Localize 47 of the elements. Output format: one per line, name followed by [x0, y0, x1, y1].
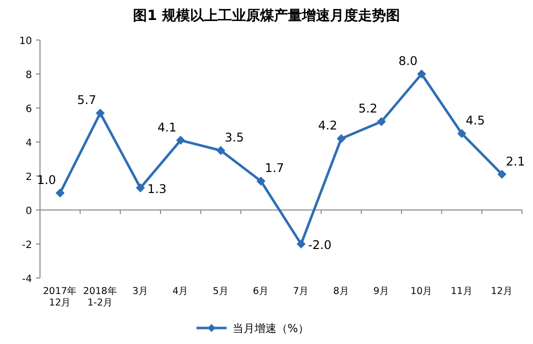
- point: [417, 70, 426, 78]
- data-label: 5.2: [358, 102, 378, 116]
- y-tick-label: 0: [26, 206, 32, 217]
- point: [56, 188, 65, 198]
- y-tick-label: -4: [22, 274, 32, 285]
- point: [136, 183, 145, 192]
- y-tick-label: 6: [26, 104, 32, 115]
- point: [497, 170, 506, 179]
- x-tick-label: 11月: [450, 286, 473, 297]
- data-label: 4.2: [318, 118, 338, 133]
- x-tick-label: 12月: [490, 286, 513, 297]
- data-label: 1.3: [147, 182, 167, 196]
- point: [296, 240, 306, 248]
- chart-title: 图1 规模以上工业原煤产量增速月度走势图: [133, 7, 400, 24]
- x-tick-label: 3月: [132, 286, 148, 297]
- x-tick-label: 7月: [293, 286, 310, 297]
- point: [256, 176, 266, 186]
- data-label: 1.7: [264, 161, 284, 176]
- data-label: 3.5: [224, 130, 244, 144]
- y-tick-label: 2: [26, 172, 32, 183]
- x-tick-label: 5月: [212, 286, 229, 297]
- y-tick-label: 4: [26, 138, 32, 149]
- data-label: 5.7: [77, 93, 96, 108]
- x-tick-label: 4月: [172, 286, 189, 297]
- point: [457, 129, 466, 138]
- x-tick-label: 8月: [333, 286, 350, 297]
- point: [376, 117, 386, 126]
- x-tick-label: 2018年 1-2月: [83, 285, 118, 308]
- legend-label: 当月增速（%）: [232, 322, 309, 335]
- x-tick-label: 2017年 12月: [42, 285, 78, 308]
- point: [96, 108, 105, 118]
- y-tick-label: 10: [19, 36, 32, 47]
- data-label: -2.0: [308, 238, 332, 252]
- y-tick-label: -2: [22, 240, 32, 251]
- x-tick-label: 9月: [373, 286, 390, 297]
- point: [216, 146, 226, 155]
- data-label: 1.0: [36, 173, 56, 187]
- x-tick-label: 10月: [410, 286, 433, 297]
- data-label: 2.1: [506, 154, 526, 168]
- x-tick-label: 6月: [252, 286, 269, 297]
- point: [176, 136, 186, 145]
- data-label: 8.0: [398, 54, 418, 68]
- point: [336, 134, 346, 144]
- data-label: 4.1: [157, 120, 177, 134]
- y-tick-label: 8: [26, 70, 32, 81]
- legend: 当月增速（%）: [196, 322, 309, 335]
- data-label: 4.5: [466, 114, 485, 128]
